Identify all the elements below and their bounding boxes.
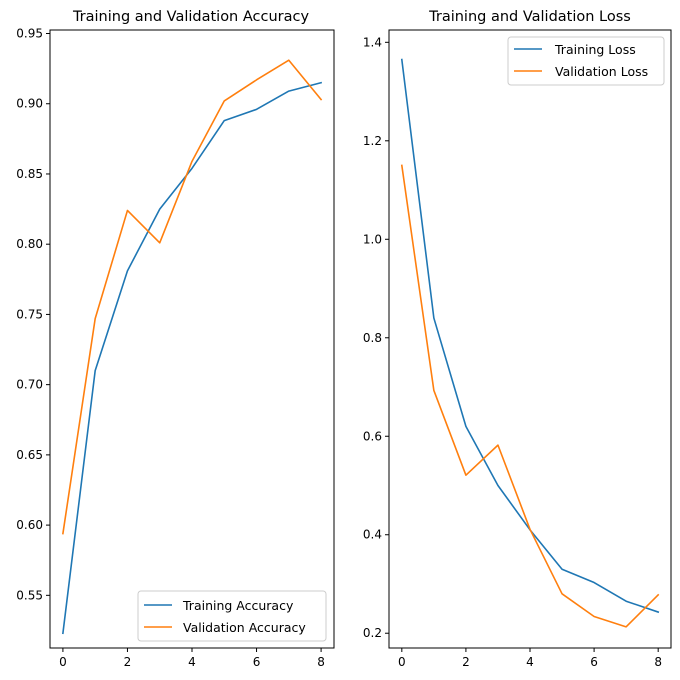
accuracy-y-tick-label: 0.80: [16, 237, 43, 251]
loss-legend-label-training: Training Loss: [554, 42, 636, 57]
loss-plot-area: [389, 30, 671, 648]
accuracy-y-tick-label: 0.60: [16, 518, 43, 532]
loss-y-tick-label: 0.8: [363, 331, 382, 345]
accuracy-chart-title: Training and Validation Accuracy: [72, 9, 310, 25]
accuracy-x-tick-label: 2: [124, 655, 132, 669]
accuracy-y-tick-label: 0.85: [16, 167, 43, 181]
loss-panel: Training and Validation Loss 0 2 4 6 8 0.2 0.4…: [363, 9, 672, 669]
loss-legend-label-validation: Validation Loss: [555, 64, 648, 79]
accuracy-x-tick-label: 8: [317, 655, 325, 669]
accuracy-ticks: 0 2 4 6 8 0.55 0.60 0.65 0.70 0.75 0.80 0.85 0.90 0.9…: [16, 27, 325, 669]
loss-y-tick-label: 1.4: [363, 35, 382, 49]
loss-y-tick-label: 1.0: [363, 232, 382, 246]
loss-x-tick-label: 2: [462, 655, 470, 669]
loss-y-tick-label: 0.4: [363, 528, 382, 542]
accuracy-series-lines: [62, 59, 323, 635]
accuracy-y-tick-label: 0.75: [16, 307, 43, 321]
accuracy-plot-frame: [49, 29, 335, 649]
loss-series-lines: [400, 58, 660, 628]
loss-chart-title: Training and Validation Loss: [428, 9, 631, 25]
loss-series-line-validation: [400, 164, 660, 628]
accuracy-y-tick-label: 0.65: [16, 448, 43, 462]
accuracy-x-tick-label: 0: [59, 655, 67, 669]
accuracy-y-tick-label: 0.70: [16, 378, 43, 392]
accuracy-x-tick-label: 6: [253, 655, 261, 669]
accuracy-legend-box: [137, 590, 327, 642]
accuracy-series-line-validation: [62, 59, 323, 535]
loss-ticks: 0 2 4 6 8 0.2 0.4 0.6 0.8 1.0 1.2 1.4: [363, 35, 662, 669]
accuracy-y-tick-label: 0.55: [16, 588, 43, 602]
loss-y-tick-label: 1.2: [363, 134, 382, 148]
accuracy-legend-label-validation: Validation Accuracy: [183, 620, 306, 635]
loss-y-tick-label: 0.6: [363, 429, 382, 443]
accuracy-x-tick-label: 4: [188, 655, 196, 669]
loss-x-tick-label: 4: [526, 655, 534, 669]
loss-y-tick-label: 0.2: [363, 626, 382, 640]
loss-x-tick-label: 8: [654, 655, 662, 669]
loss-legend-box: [507, 36, 665, 86]
loss-x-tick-label: 0: [398, 655, 406, 669]
accuracy-panel: Training and Validation Accuracy 0 2 4 6 8 0.…: [16, 9, 335, 669]
loss-plot-frame: [388, 29, 672, 649]
loss-x-tick-label: 6: [590, 655, 598, 669]
accuracy-series-line-training: [62, 81, 323, 635]
loss-legend: Training Loss Validation Loss: [507, 36, 665, 86]
accuracy-legend-label-training: Training Accuracy: [182, 598, 294, 613]
accuracy-plot-area: [50, 30, 334, 648]
accuracy-y-tick-label: 0.90: [16, 97, 43, 111]
accuracy-legend: Training Accuracy Validation Accuracy: [137, 590, 327, 642]
accuracy-y-tick-label: 0.95: [16, 27, 43, 41]
